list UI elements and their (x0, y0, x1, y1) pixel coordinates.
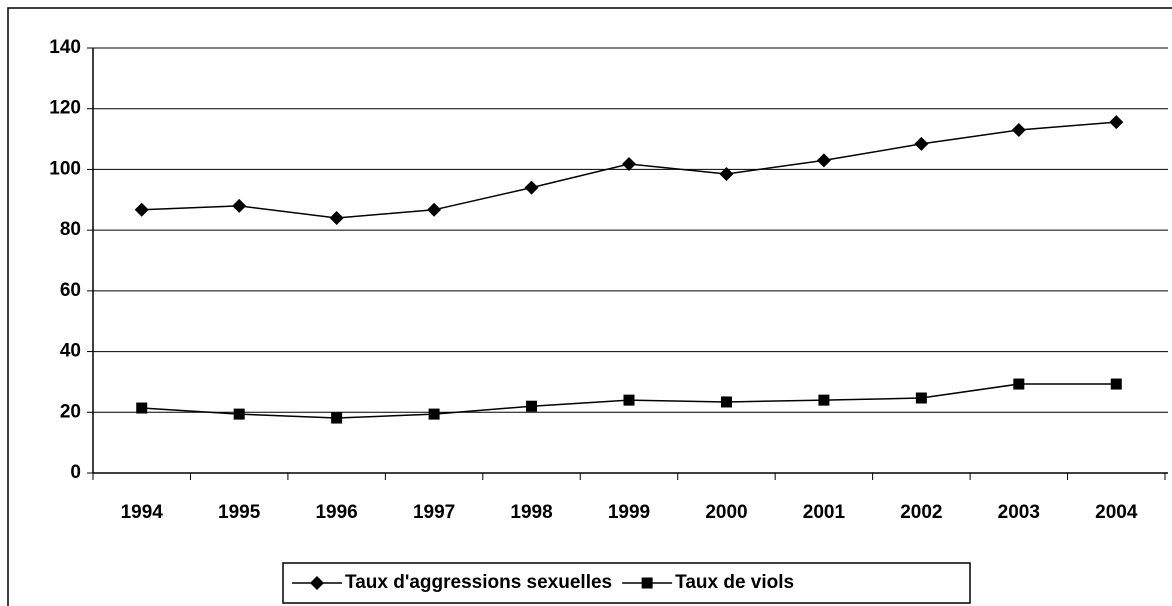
data-point (816, 153, 831, 168)
data-point (1109, 115, 1124, 130)
legend-marker (310, 576, 324, 590)
data-point (232, 198, 247, 213)
x-tick-label: 2000 (705, 502, 747, 523)
legend-label: Taux d'aggressions sexuelles (345, 572, 612, 593)
x-tick-label: 1994 (121, 502, 164, 523)
x-tick-label: 2003 (998, 502, 1040, 523)
legend-label: Taux de viols (675, 572, 794, 593)
data-point (1110, 378, 1122, 390)
x-tick-label: 2002 (900, 502, 942, 523)
y-tick-label: 80 (60, 219, 81, 240)
data-point (1013, 378, 1025, 390)
y-tick-label: 100 (49, 158, 81, 179)
data-point (622, 156, 636, 171)
data-point (428, 408, 440, 420)
data-point (427, 202, 442, 217)
data-point (623, 394, 635, 406)
x-tick-label: 1999 (608, 502, 650, 523)
data-point (818, 394, 830, 406)
x-tick-label: 2001 (803, 502, 846, 523)
x-tick-label: 2004 (1095, 502, 1138, 523)
data-point (720, 396, 732, 408)
y-tick-label: 40 (60, 341, 81, 362)
x-tick-label: 1995 (218, 502, 261, 523)
data-point (134, 202, 149, 217)
data-point (914, 136, 929, 151)
data-point (719, 166, 734, 181)
x-tick-label: 1998 (510, 502, 552, 523)
data-point (1011, 122, 1026, 137)
data-point (524, 180, 539, 195)
y-tick-label: 0 (70, 462, 81, 483)
data-point (233, 408, 245, 420)
data-point (136, 402, 148, 414)
x-tick-label: 1996 (315, 502, 357, 523)
y-tick-label: 20 (60, 401, 81, 422)
y-tick-label: 120 (49, 98, 81, 119)
data-point (915, 392, 927, 404)
data-point (526, 400, 538, 412)
data-point (329, 211, 344, 225)
y-tick-label: 60 (60, 280, 81, 301)
legend-marker (641, 577, 653, 589)
chart-frame (7, 7, 1172, 606)
x-tick-label: 1997 (413, 502, 455, 523)
data-point (331, 412, 343, 424)
y-tick-label: 140 (49, 37, 81, 58)
